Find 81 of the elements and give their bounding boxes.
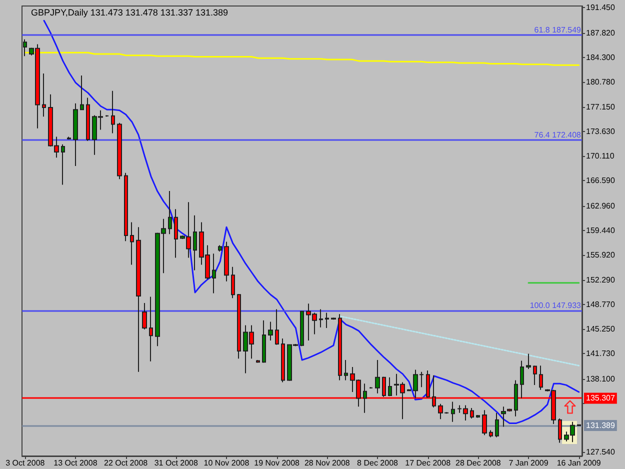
ref-line-label: 135.307	[586, 394, 616, 403]
candlestick	[73, 102, 78, 166]
y-tick-label: 127.540	[586, 448, 616, 457]
x-tick-label: 17 Dec 2008	[405, 458, 452, 468]
candlestick	[237, 293, 241, 360]
y-tick-label: 152.290	[586, 276, 616, 285]
candlestick	[142, 302, 147, 330]
candlestick	[514, 380, 518, 417]
candlestick	[533, 365, 537, 386]
y-tick-label: 166.590	[586, 176, 616, 186]
ref-line-label: 100.0 147.933	[530, 300, 582, 310]
x-tick-label: 7 Jan 2009	[508, 458, 549, 468]
y-tick-label: 170.110	[586, 152, 615, 161]
y-tick-label: 148.770	[586, 300, 616, 310]
candlestick	[149, 296, 153, 362]
y-tick-label: 138.100	[586, 374, 616, 384]
x-tick-label: 10 Nov 2008	[204, 458, 250, 468]
candlestick	[319, 308, 323, 328]
y-tick-label: 162.960	[586, 201, 616, 210]
candlestick	[300, 310, 304, 347]
line-series	[24, 52, 580, 66]
y-tick-label: 173.630	[586, 127, 616, 136]
candlestick	[212, 253, 216, 294]
candlestick	[344, 360, 348, 381]
candlestick	[61, 144, 65, 186]
candlestick	[224, 241, 229, 282]
x-tick-label: 31 Oct 2008	[154, 458, 198, 468]
x-tick-label: 16 Jan 2009	[556, 458, 602, 468]
candlestick	[470, 408, 474, 419]
y-tick-label: 184.300	[586, 52, 616, 62]
candlestick	[539, 365, 543, 390]
candlestick	[193, 214, 197, 271]
candlestick	[23, 38, 27, 57]
ref-line-label: 76.4 172.408	[534, 130, 582, 140]
candlestick	[489, 430, 493, 438]
candlestick	[168, 190, 172, 235]
candlestick	[86, 97, 90, 142]
y-tick-label: 145.250	[586, 324, 616, 334]
x-tick-label: 19 Nov 2008	[254, 458, 300, 468]
candlestick	[375, 360, 380, 394]
y-tick-label: 159.440	[586, 226, 616, 235]
candlestick	[363, 383, 367, 414]
candlestick	[42, 72, 46, 118]
x-tick-label: 28 Dec 2008	[455, 458, 502, 468]
candlestick	[526, 353, 531, 370]
x-tick-label: 28 Nov 2008	[304, 458, 350, 468]
candlestick	[218, 244, 222, 252]
candlestick	[124, 172, 128, 242]
ref-line-label: 131.389	[586, 420, 616, 430]
candlestick	[174, 208, 178, 258]
y-tick-label: 177.150	[586, 102, 616, 112]
candlestick	[281, 338, 285, 383]
y-tick-label: 141.730	[586, 349, 616, 358]
candlestick	[451, 401, 455, 422]
candlestick	[136, 226, 141, 372]
candlestick	[130, 222, 134, 266]
candlestick	[80, 75, 84, 110]
candlestick	[231, 266, 235, 299]
candlestick	[262, 320, 266, 364]
ref-line-label: 61.8 187.549	[534, 25, 582, 34]
candlestick	[495, 412, 499, 438]
candlestick	[520, 360, 524, 399]
x-tick-label: 3 Oct 2008	[6, 458, 46, 468]
y-tick-label: 180.780	[586, 77, 616, 86]
candlestick	[388, 376, 392, 397]
chart-title: GBPJPY,Daily 131.473 131.478 131.337 131.389	[31, 8, 228, 18]
y-tick-label: 187.820	[586, 28, 616, 38]
x-tick-label: 22 Oct 2008	[104, 458, 148, 468]
candlestick	[482, 410, 487, 436]
y-tick-label: 191.450	[586, 3, 616, 12]
line-series	[43, 20, 580, 424]
candlestick	[325, 312, 329, 329]
candlestick	[558, 418, 562, 444]
candlestick	[111, 90, 115, 134]
x-tick-label: 8 Dec 2008	[357, 458, 399, 468]
x-tick-label: 13 Oct 2008	[54, 458, 98, 468]
candlestick	[117, 122, 122, 180]
candlestick	[338, 314, 342, 381]
y-tick-label: 155.920	[586, 250, 616, 260]
candlestick	[268, 321, 273, 342]
candlestick	[275, 308, 279, 346]
